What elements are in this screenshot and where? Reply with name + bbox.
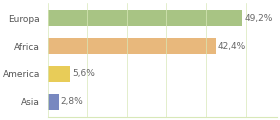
Bar — [48, 66, 70, 82]
Text: 49,2%: 49,2% — [244, 14, 273, 23]
Bar — [48, 38, 216, 54]
Bar — [48, 10, 242, 26]
Bar — [48, 94, 59, 110]
Text: 5,6%: 5,6% — [72, 69, 95, 78]
Text: 2,8%: 2,8% — [61, 97, 84, 106]
Text: 42,4%: 42,4% — [218, 42, 246, 51]
